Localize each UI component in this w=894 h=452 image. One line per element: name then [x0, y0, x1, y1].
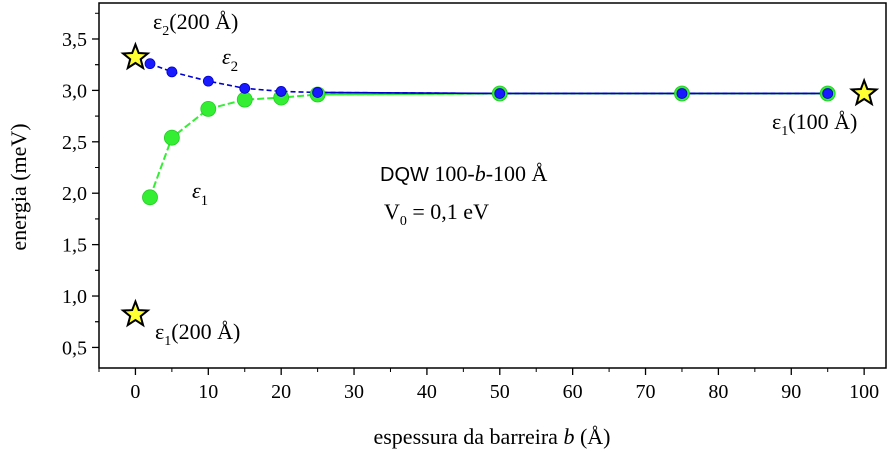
- y-tick-label: 1,5: [62, 235, 87, 257]
- curve-label-e1: ε1: [192, 178, 208, 209]
- point-e2: [312, 87, 324, 98]
- x-tick-label: 80: [708, 381, 728, 403]
- y-tick-label: 2,5: [62, 132, 87, 154]
- x-tick-label: 60: [563, 381, 583, 403]
- series-line-tail-e2: [317, 91, 828, 95]
- y-tick-label: 0,5: [62, 337, 87, 359]
- x-tick-label: 70: [636, 381, 656, 403]
- x-axis-ticks: 0 10 20 30 40 50 60 70 80 90 100: [98, 368, 879, 403]
- x-axis-title: espessura da barreira b (Å): [373, 424, 610, 449]
- x-tick-label: 40: [417, 381, 437, 403]
- annotation-structure: DQW 100-b-100 Å: [380, 161, 548, 186]
- point-e1: [236, 91, 253, 108]
- x-tick-label: 30: [344, 381, 364, 403]
- series-line-e2: [149, 62, 828, 95]
- point-e1: [200, 101, 217, 117]
- star-e1-100: [849, 77, 880, 107]
- y-tick-label: 2,0: [62, 183, 87, 205]
- label-e1-200: ε1(200 Å): [155, 319, 240, 349]
- point-e2: [166, 66, 178, 78]
- annotation-potential: V0 = 0,1 eV: [384, 199, 489, 229]
- point-e2: [202, 75, 214, 87]
- x-tick-label: 10: [198, 381, 218, 403]
- y-tick-label: 1,0: [62, 286, 87, 308]
- series-layer: [142, 58, 836, 206]
- y-axis-ticks: 0,5 1,0 1,5 2,0 2,5 3,0 3,5: [62, 12, 99, 359]
- label-e1-100: ε1(100 Å): [772, 109, 857, 139]
- x-tick-label: 90: [781, 381, 801, 403]
- label-e2-200: ε2(200 Å): [153, 9, 238, 39]
- y-tick-label: 3,0: [62, 80, 87, 102]
- point-e2: [676, 88, 688, 99]
- curve-label-e2: ε2: [222, 44, 238, 75]
- y-axis-title: energia (meV): [6, 123, 31, 250]
- point-e2: [494, 88, 506, 99]
- star-e2-200: [120, 41, 151, 71]
- point-e2: [275, 86, 287, 97]
- point-e2: [239, 82, 251, 94]
- x-tick-label: 20: [271, 381, 291, 403]
- x-tick-label: 100: [849, 381, 879, 403]
- star-e1-200: [120, 298, 151, 328]
- point-e2: [822, 88, 834, 99]
- reference-stars: [120, 41, 880, 328]
- plot-frame: [98, 2, 887, 369]
- point-e1: [163, 129, 180, 146]
- point-e1: [142, 189, 158, 206]
- x-tick-label: 0: [130, 381, 140, 403]
- x-tick-label: 50: [490, 381, 510, 403]
- point-e2: [144, 58, 156, 70]
- y-tick-label: 3,5: [62, 29, 87, 51]
